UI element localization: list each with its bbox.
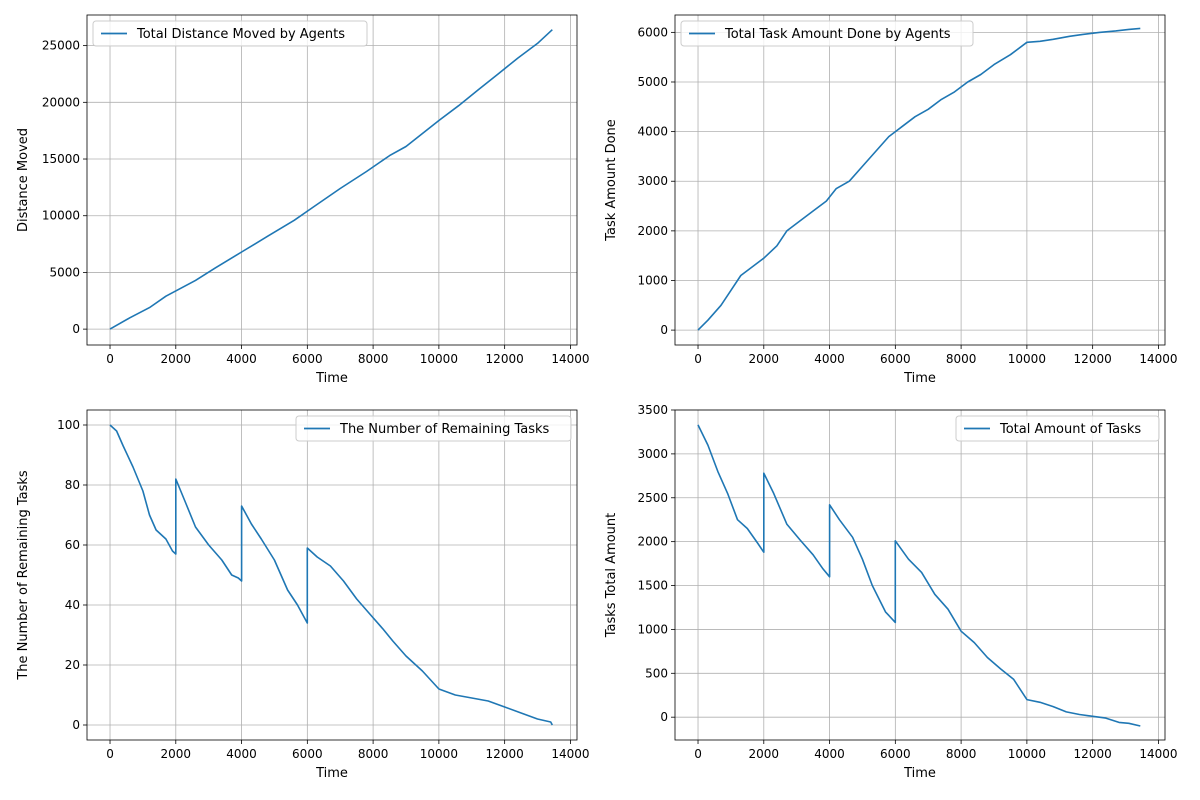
legend-box (295, 415, 572, 442)
x-tick-label: 6000 (292, 352, 323, 366)
y-axis-label: The Number of Remaining Tasks (16, 470, 31, 681)
legend: Total Distance Moved by Agents (92, 20, 368, 47)
x-tick-label: 8000 (946, 747, 977, 761)
y-tick-label: 2500 (637, 491, 668, 505)
x-tick-label: 14000 (1139, 747, 1177, 761)
legend-label: Total Distance Moved by Agents (136, 27, 345, 42)
y-axis-label: Task Amount Done (604, 119, 619, 242)
y-tick-label: 4000 (637, 125, 668, 139)
x-tick-label: 0 (106, 747, 114, 761)
y-tick-label: 5000 (637, 75, 668, 89)
x-axis-label: Time (903, 766, 936, 781)
series-line (109, 424, 554, 726)
x-tick-label: 12000 (486, 747, 524, 761)
chart-panel-2: 0 2000 4000 6000 8000 10000 12000 14000 0 1000 200… (604, 14, 1178, 386)
y-tick-label: 40 (65, 598, 80, 612)
x-tick-label: 12000 (486, 352, 524, 366)
legend-label: Total Task Amount Done by Agents (724, 27, 951, 42)
series-line (697, 27, 1141, 331)
x-axis-label: Time (903, 371, 936, 386)
x-tick-label: 8000 (946, 352, 977, 366)
y-tick-label: 1500 (637, 579, 668, 593)
y-tick-label: 0 (72, 322, 80, 336)
x-tick-label: 6000 (292, 747, 323, 761)
x-tick-label: 12000 (1074, 747, 1112, 761)
x-axis-label: Time (315, 766, 348, 781)
y-tick-label: 1000 (637, 622, 668, 636)
x-tick-label: 2000 (161, 352, 192, 366)
axes-frame (86, 409, 578, 741)
y-tick-label: 6000 (637, 25, 668, 39)
x-tick-label: 8000 (358, 747, 389, 761)
chart-panel-3: 0 2000 4000 6000 8000 10000 12000 14000 0 20 40 60 8… (16, 409, 590, 781)
x-tick-label: 10000 (420, 352, 458, 366)
chart-panel-4: 0 2000 4000 6000 8000 10000 12000 14000 0 500 1000… (604, 403, 1178, 781)
x-tick-label: 14000 (551, 352, 589, 366)
x-tick-label: 4000 (814, 352, 845, 366)
x-tick-label: 14000 (1139, 352, 1177, 366)
x-tick-label: 12000 (1074, 352, 1112, 366)
y-axis-label: Distance Moved (16, 128, 31, 232)
y-tick-label: 15000 (42, 152, 80, 166)
y-tick-label: 0 (660, 710, 668, 724)
axes-frame (674, 14, 1166, 346)
x-tick-label: 2000 (749, 747, 780, 761)
y-tick-label: 2000 (637, 224, 668, 238)
y-tick-label: 60 (65, 538, 80, 552)
y-tick-label: 2000 (637, 535, 668, 549)
x-axis-label: Time (315, 371, 348, 386)
x-tick-label: 6000 (880, 747, 911, 761)
y-tick-label: 3000 (637, 447, 668, 461)
legend-label: Total Amount of Tasks (999, 422, 1141, 437)
legend-box (955, 415, 1160, 442)
legend-label: The Number of Remaining Tasks (339, 422, 550, 437)
y-tick-label: 1000 (637, 273, 668, 287)
y-tick-label: 20000 (42, 95, 80, 109)
x-tick-label: 10000 (1008, 352, 1046, 366)
axes-frame (86, 14, 578, 346)
legend-box (92, 20, 368, 47)
legend: Total Task Amount Done by Agents (680, 20, 974, 47)
y-tick-label: 10000 (42, 209, 80, 223)
x-tick-label: 10000 (420, 747, 458, 761)
y-tick-label: 5000 (49, 265, 80, 279)
x-tick-label: 4000 (226, 747, 257, 761)
y-tick-label: 3000 (637, 174, 668, 188)
y-tick-label: 100 (57, 418, 80, 432)
x-tick-label: 6000 (880, 352, 911, 366)
y-tick-label: 80 (65, 478, 80, 492)
x-tick-label: 4000 (226, 352, 257, 366)
x-tick-label: 4000 (814, 747, 845, 761)
axes-frame (674, 409, 1166, 741)
series-line (697, 424, 1141, 727)
x-tick-label: 2000 (161, 747, 192, 761)
y-tick-label: 3500 (637, 403, 668, 417)
y-tick-label: 25000 (42, 39, 80, 53)
x-tick-label: 10000 (1008, 747, 1046, 761)
series-line (109, 29, 553, 330)
y-tick-label: 500 (645, 666, 668, 680)
y-tick-label: 0 (72, 718, 80, 732)
legend: Total Amount of Tasks (955, 415, 1160, 442)
x-tick-label: 2000 (749, 352, 780, 366)
chart-panel-1: 0 2000 4000 6000 8000 10000 12000 14000 0 5000 100… (16, 14, 590, 386)
x-tick-label: 8000 (358, 352, 389, 366)
legend-box (680, 20, 974, 47)
x-tick-label: 14000 (551, 747, 589, 761)
x-tick-label: 0 (694, 747, 702, 761)
y-tick-label: 0 (660, 323, 668, 337)
y-axis-label: Tasks Total Amount (604, 513, 619, 639)
x-tick-label: 0 (694, 352, 702, 366)
legend: The Number of Remaining Tasks (295, 415, 572, 442)
x-tick-label: 0 (106, 352, 114, 366)
y-tick-label: 20 (65, 658, 80, 672)
